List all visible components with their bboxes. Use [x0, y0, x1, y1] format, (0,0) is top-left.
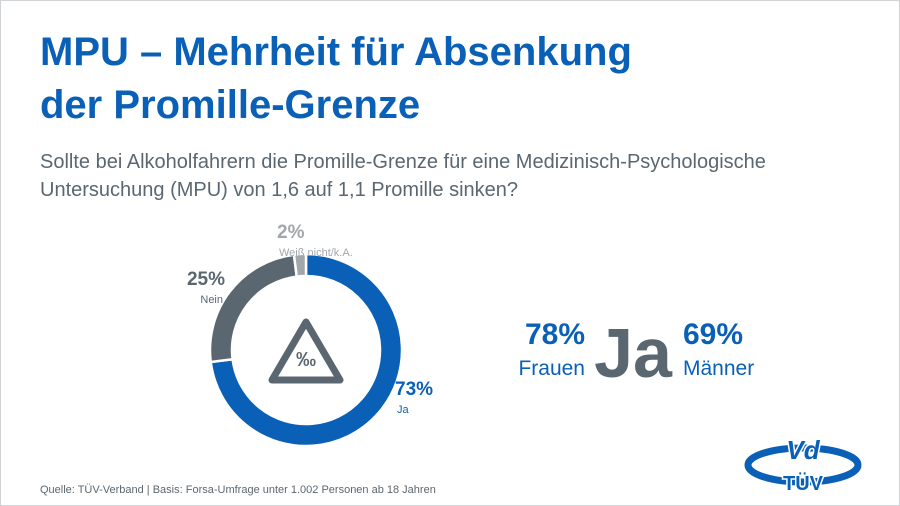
group-name: Frauen: [518, 357, 585, 380]
value-label: 2%: [277, 222, 305, 243]
donut-segment: [209, 252, 404, 448]
title-line: MPU – Mehrheit für Absenkung: [40, 30, 632, 74]
icon-text: ‰: [296, 349, 316, 371]
source: Quelle: TÜV-Verband | Basis: Forsa-Umfra…: [40, 484, 436, 496]
category-label: Ja: [397, 404, 410, 416]
logo-text: Vd: [786, 435, 820, 465]
group-name: Männer: [683, 357, 754, 380]
group-value: 69%: [683, 318, 743, 351]
logo-text: TÜV: [783, 472, 824, 495]
warning-triangle: [268, 318, 344, 384]
logo: Vd TÜV: [744, 434, 862, 497]
subtitle-line: Untersuchung (MPU) von 1,6 auf 1,1 Promi…: [40, 179, 518, 201]
title-line: der Promille-Grenze: [40, 83, 420, 127]
value-label: 25%: [187, 269, 225, 290]
donut-segment: [292, 252, 308, 278]
answer-label: Ja: [594, 314, 673, 392]
value-label: 73%: [395, 379, 433, 400]
category-label: Weiß nicht/k.A.: [279, 247, 353, 259]
group-value: 78%: [525, 318, 585, 351]
subtitle-line: Sollte bei Alkoholfahrern die Promille-G…: [40, 151, 766, 173]
logo-ring: [744, 444, 862, 486]
category-label: Nein: [200, 294, 223, 306]
center-icon: ‰: [268, 318, 344, 384]
